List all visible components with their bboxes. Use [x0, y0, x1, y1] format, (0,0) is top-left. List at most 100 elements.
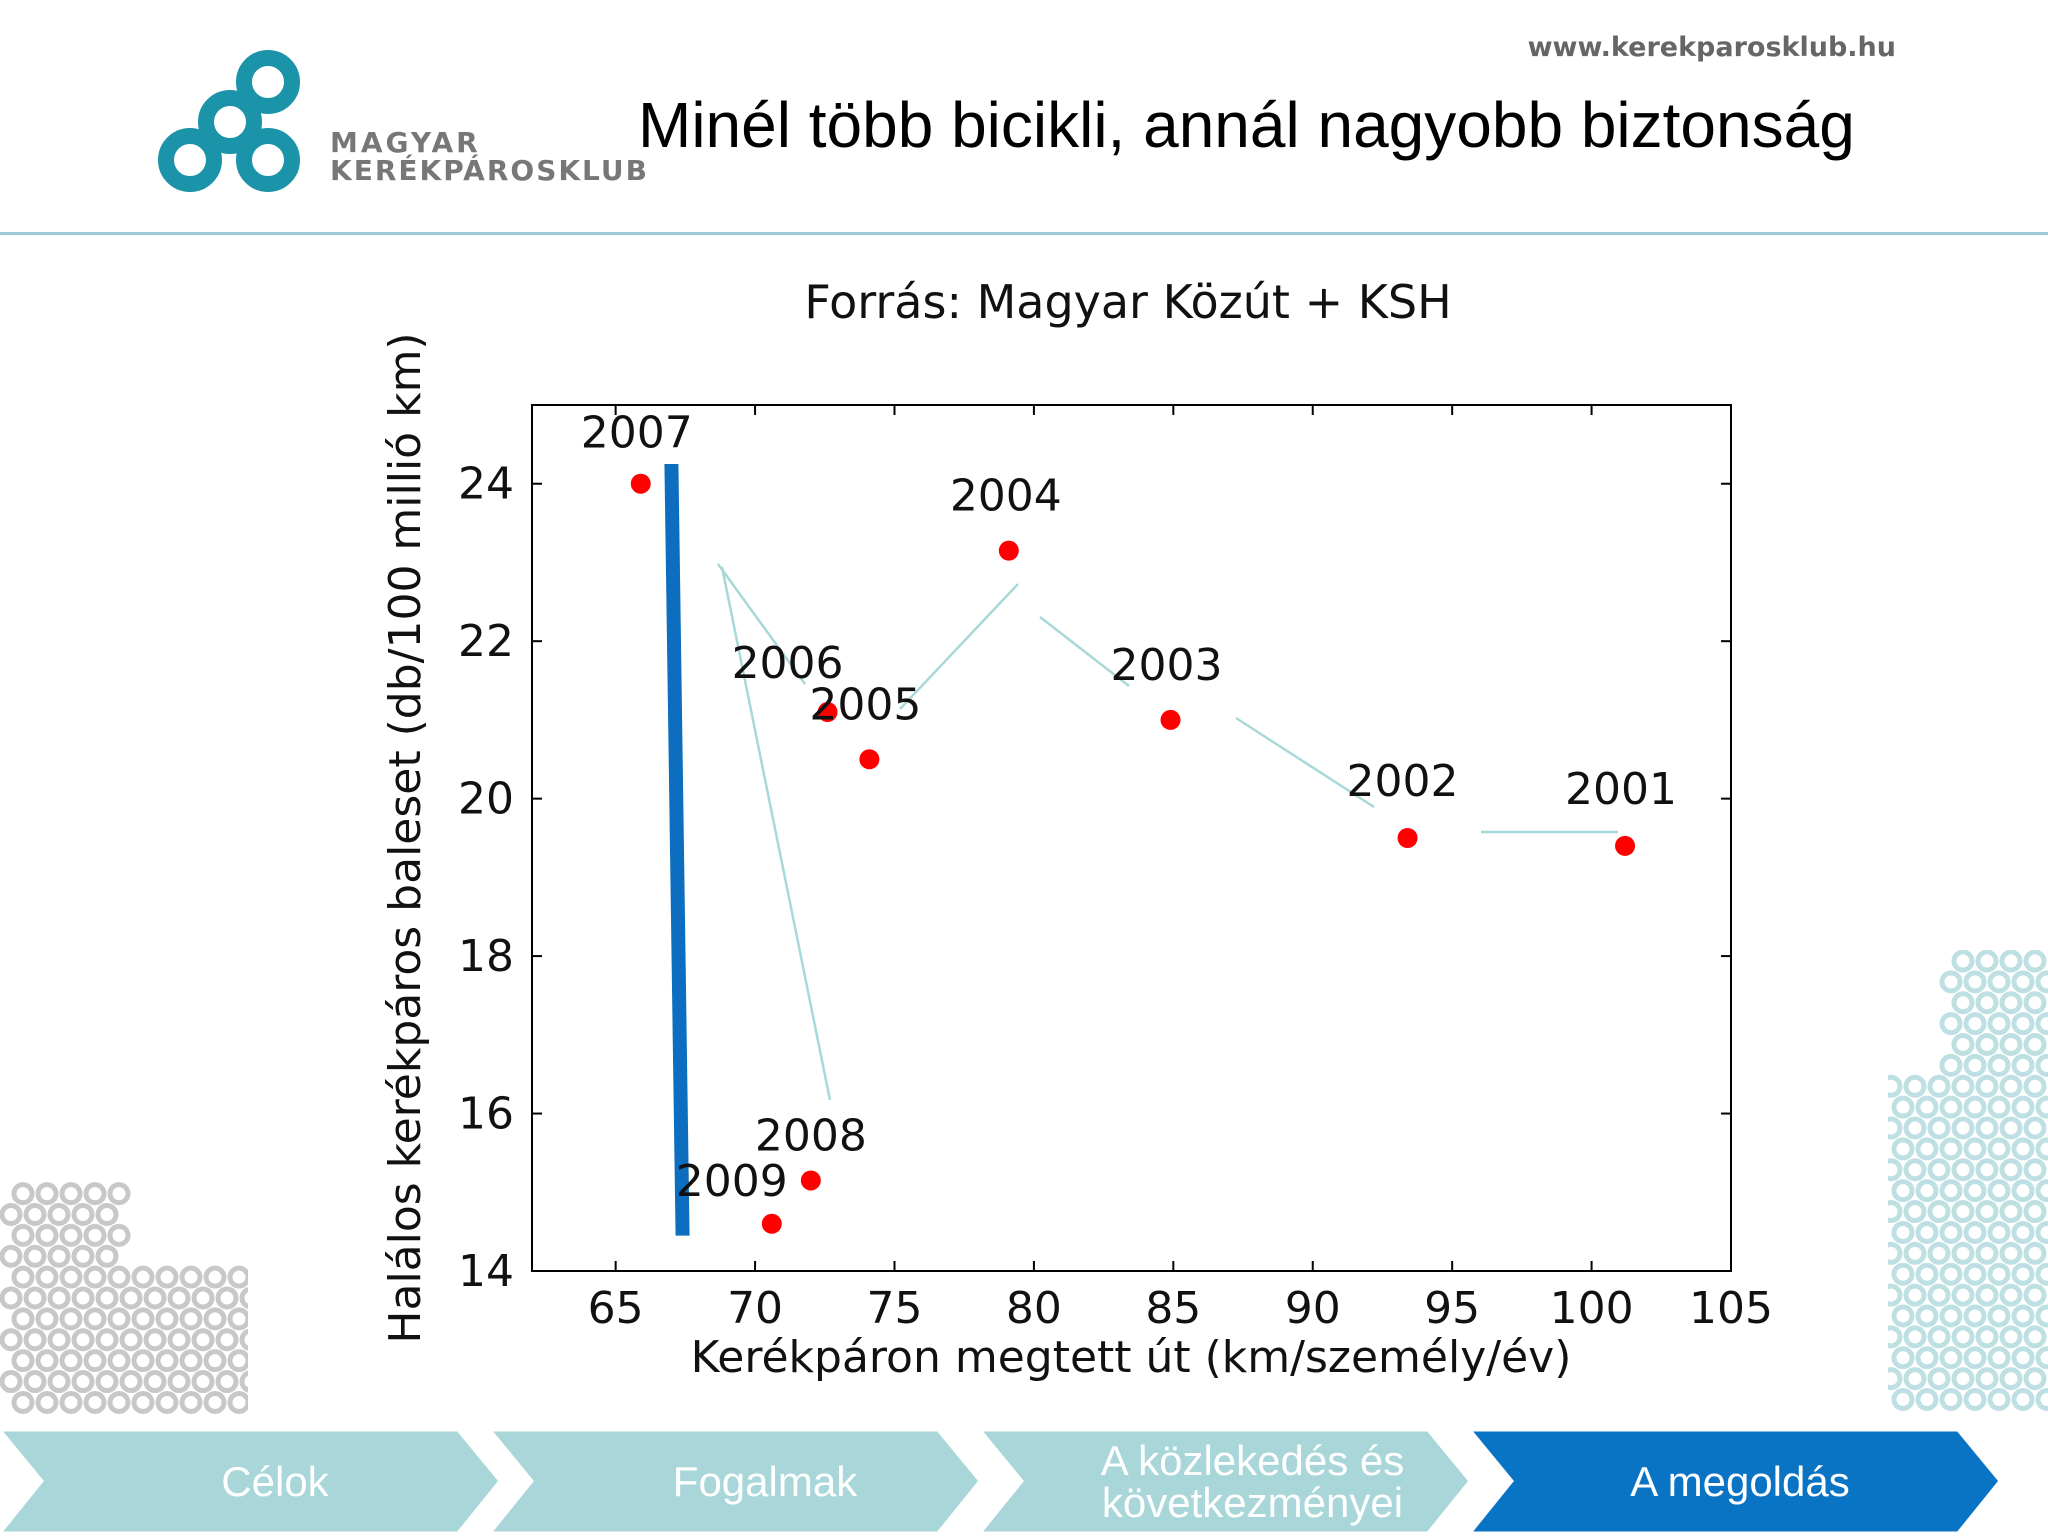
decorative-dot	[59, 1265, 83, 1289]
decorative-dot	[2023, 991, 2047, 1015]
decorative-dot	[203, 1349, 227, 1373]
x-tick-label: 105	[1689, 1283, 1773, 1334]
data-point-label: 2008	[755, 1110, 867, 1161]
decorative-dot	[1987, 1304, 2011, 1328]
decorative-dot	[1975, 1116, 1999, 1140]
decorative-dot	[1915, 1179, 1939, 1203]
decorative-dot	[1939, 1179, 1963, 1203]
decorative-dot	[1951, 1325, 1975, 1349]
nav-item-fogalmak[interactable]: Fogalmak	[672, 1457, 858, 1505]
decorative-dot	[1903, 1325, 1927, 1349]
decorative-dot	[2035, 1179, 2048, 1203]
decorative-dot	[2023, 1116, 2047, 1140]
decorative-dot	[83, 1182, 107, 1206]
decorative-dot	[215, 1328, 239, 1352]
club-logo: MAGYAR KERÉKPÁROSKLUB	[158, 50, 647, 192]
decorative-dot	[1903, 1367, 1927, 1391]
decorative-dot	[2011, 1179, 2035, 1203]
decorative-dot	[1903, 1241, 1927, 1265]
decorative-dot	[1891, 1262, 1915, 1286]
decorative-dot	[1939, 1262, 1963, 1286]
nav-item-megoldas[interactable]: A megoldás	[1630, 1457, 1850, 1505]
decorative-dot	[71, 1203, 95, 1227]
data-point	[1397, 828, 1418, 848]
decorative-dot	[2011, 1387, 2035, 1411]
decorative-dot	[2035, 1220, 2048, 1244]
decorative-dot	[1939, 1304, 1963, 1328]
decorative-dot	[1963, 1262, 1987, 1286]
decorative-dot	[2023, 1200, 2047, 1224]
site-url[interactable]: www.kerekparosklub.hu	[1527, 32, 1896, 63]
plot-frame	[531, 404, 1732, 1272]
decorative-dot	[59, 1349, 83, 1373]
y-tick-label: 20	[458, 774, 514, 825]
nav-item-kozlekedes[interactable]: A közlekedés és következményei	[1100, 1436, 1405, 1526]
decorative-dot	[83, 1349, 107, 1373]
decorative-dot	[1999, 1283, 2023, 1307]
label-connector	[716, 563, 807, 685]
decorative-dot	[2035, 1095, 2048, 1119]
data-point	[1615, 835, 1636, 856]
decorative-dot	[95, 1244, 119, 1268]
decorative-dot	[2035, 970, 2048, 994]
decorative-dot	[1999, 1033, 2023, 1057]
decorative-dot	[155, 1265, 179, 1289]
label-connector	[720, 566, 832, 1101]
decorative-dot	[1903, 1116, 1927, 1140]
decorative-dot	[1903, 1200, 1927, 1224]
decorative-dot	[2011, 1137, 2035, 1161]
decorative-dot	[1915, 1346, 1939, 1370]
decorative-dot	[95, 1370, 119, 1394]
decorative-dot	[1939, 1095, 1963, 1119]
data-point	[761, 1213, 782, 1234]
decorative-dot	[179, 1349, 203, 1373]
data-point-label: 2006	[732, 638, 844, 689]
decorative-dot	[2011, 1220, 2035, 1244]
decorative-dot	[1987, 1053, 2011, 1077]
decorative-dot	[47, 1286, 71, 1310]
decorative-dot	[23, 1203, 47, 1227]
decorative-dot	[1891, 1220, 1915, 1244]
label-connector	[1039, 616, 1130, 687]
decorative-dot-pattern-left	[0, 1182, 250, 1414]
x-tick-label: 100	[1550, 1283, 1634, 1334]
nav-chevron	[486, 1428, 982, 1535]
slide-title: Minél több bicikli, annál nagyobb bizton…	[638, 89, 1855, 161]
decorative-dot-pattern-right	[1880, 950, 2048, 1411]
decorative-dot	[1927, 1283, 1951, 1307]
decorative-dot	[239, 1328, 250, 1352]
decorative-dot	[71, 1328, 95, 1352]
decorative-dot	[83, 1307, 107, 1331]
decorative-dot	[1975, 950, 1999, 973]
decorative-dot	[107, 1390, 131, 1414]
decorative-dot	[1915, 1095, 1939, 1119]
decorative-dot	[215, 1370, 239, 1394]
chart-title: Forrás: Magyar Közút + KSH	[804, 275, 1451, 329]
decorative-dot	[1999, 1367, 2023, 1391]
decorative-dot	[35, 1390, 59, 1414]
decorative-dot	[2011, 1304, 2035, 1328]
decorative-dot	[11, 1390, 35, 1414]
decorative-dot	[47, 1370, 71, 1394]
decorative-dot	[1915, 1220, 1939, 1244]
label-connector	[1235, 716, 1375, 809]
decorative-dot	[35, 1307, 59, 1331]
data-point-label: 2009	[676, 1156, 788, 1207]
decorative-dot	[107, 1349, 131, 1373]
axis-ticks	[532, 405, 1732, 1272]
decorative-dot	[1891, 1346, 1915, 1370]
chart-panel	[248, 240, 1888, 1420]
decorative-dot	[95, 1328, 119, 1352]
decorative-dot	[59, 1182, 83, 1206]
decorative-dot	[0, 1328, 23, 1352]
decorative-dot	[35, 1265, 59, 1289]
decorative-dot	[47, 1244, 71, 1268]
decorative-dot	[107, 1223, 131, 1247]
decorative-dot	[131, 1349, 155, 1373]
decorative-dot	[227, 1349, 250, 1373]
decorative-dot	[23, 1286, 47, 1310]
decorative-dot	[1903, 1158, 1927, 1182]
decorative-dot	[59, 1223, 83, 1247]
nav-item-celok[interactable]: Célok	[221, 1457, 329, 1505]
